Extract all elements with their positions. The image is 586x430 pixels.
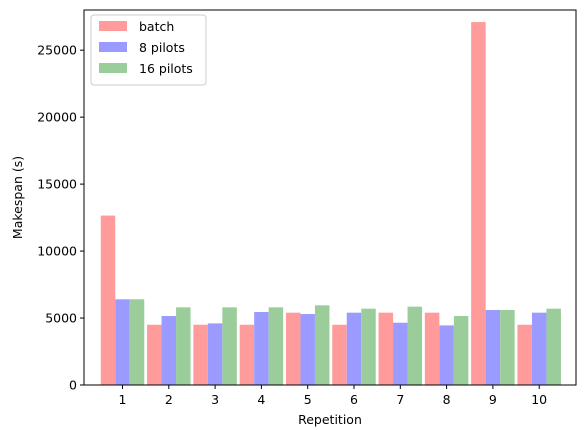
bar-batch-5 bbox=[285, 312, 301, 385]
legend-swatch-8-pilots bbox=[99, 42, 127, 52]
y-tick-label: 0 bbox=[69, 378, 77, 393]
bar-16-pilots-4 bbox=[268, 307, 284, 385]
bar-16-pilots-10 bbox=[546, 308, 561, 385]
plot-frame bbox=[83, 9, 577, 386]
y-axis-title: Makespan (s) bbox=[10, 156, 25, 239]
bar-16-pilots-3 bbox=[222, 307, 237, 385]
y-tick-label: 10000 bbox=[37, 244, 77, 259]
bar-batch-9 bbox=[471, 22, 486, 386]
x-axis-title: Repetition bbox=[298, 412, 362, 427]
x-tick-label: 6 bbox=[350, 392, 358, 407]
bar-8-pilots-7 bbox=[393, 322, 408, 385]
x-tick-label: 9 bbox=[489, 392, 497, 407]
bar-16-pilots-9 bbox=[500, 310, 515, 385]
legend-label-16-pilots: 16 pilots bbox=[139, 61, 193, 76]
legend-swatch-16-pilots bbox=[99, 63, 127, 73]
bar-batch-2 bbox=[147, 324, 162, 385]
bar-16-pilots-1 bbox=[129, 299, 145, 385]
bar-8-pilots-5 bbox=[300, 314, 315, 385]
y-tick-label: 15000 bbox=[37, 177, 77, 192]
legend-label-8-pilots: 8 pilots bbox=[139, 40, 185, 55]
bar-8-pilots-1 bbox=[115, 299, 130, 385]
bar-16-pilots-6 bbox=[361, 308, 376, 385]
bar-16-pilots-5 bbox=[314, 305, 330, 385]
bar-8-pilots-6 bbox=[346, 312, 362, 385]
bar-8-pilots-2 bbox=[161, 316, 177, 385]
bar-batch-10 bbox=[517, 324, 532, 385]
bar-8-pilots-8 bbox=[439, 325, 454, 385]
bar-16-pilots-8 bbox=[453, 316, 469, 385]
axes-layer: 0 5000 10000 15000 20000 25000 1 2 3 4 5 6 7 8 9 10 bbox=[37, 9, 577, 407]
bar-batch-1 bbox=[100, 215, 116, 385]
legend-label-batch: batch bbox=[139, 19, 174, 34]
x-tick-label: 8 bbox=[443, 392, 451, 407]
bar-batch-4 bbox=[239, 324, 255, 385]
x-tick-label: 10 bbox=[531, 392, 547, 407]
bar-16-pilots-2 bbox=[176, 307, 191, 385]
x-tick-label: 7 bbox=[396, 392, 404, 407]
bar-batch-3 bbox=[193, 324, 208, 385]
x-tick-label: 3 bbox=[211, 392, 219, 407]
bar-8-pilots-3 bbox=[207, 323, 223, 385]
bar-16-pilots-7 bbox=[407, 306, 423, 385]
x-tick-label: 2 bbox=[165, 392, 173, 407]
bar-batch-6 bbox=[332, 324, 347, 385]
bar-8-pilots-9 bbox=[485, 310, 501, 385]
bar-8-pilots-10 bbox=[531, 312, 547, 385]
legend: batch 8 pilots 16 pilots bbox=[90, 14, 207, 86]
y-tick-label: 25000 bbox=[37, 43, 77, 58]
x-tick-label: 4 bbox=[257, 392, 265, 407]
x-tick-label: 5 bbox=[304, 392, 312, 407]
bar-batch-8 bbox=[424, 312, 440, 385]
bar-8-pilots-4 bbox=[254, 312, 269, 385]
bar-batch-7 bbox=[378, 312, 394, 385]
x-tick-label: 1 bbox=[119, 392, 127, 407]
y-tick-label: 5000 bbox=[45, 311, 77, 326]
legend-swatch-batch bbox=[99, 21, 127, 31]
y-tick-label: 20000 bbox=[37, 110, 77, 125]
bars-layer bbox=[100, 22, 561, 386]
